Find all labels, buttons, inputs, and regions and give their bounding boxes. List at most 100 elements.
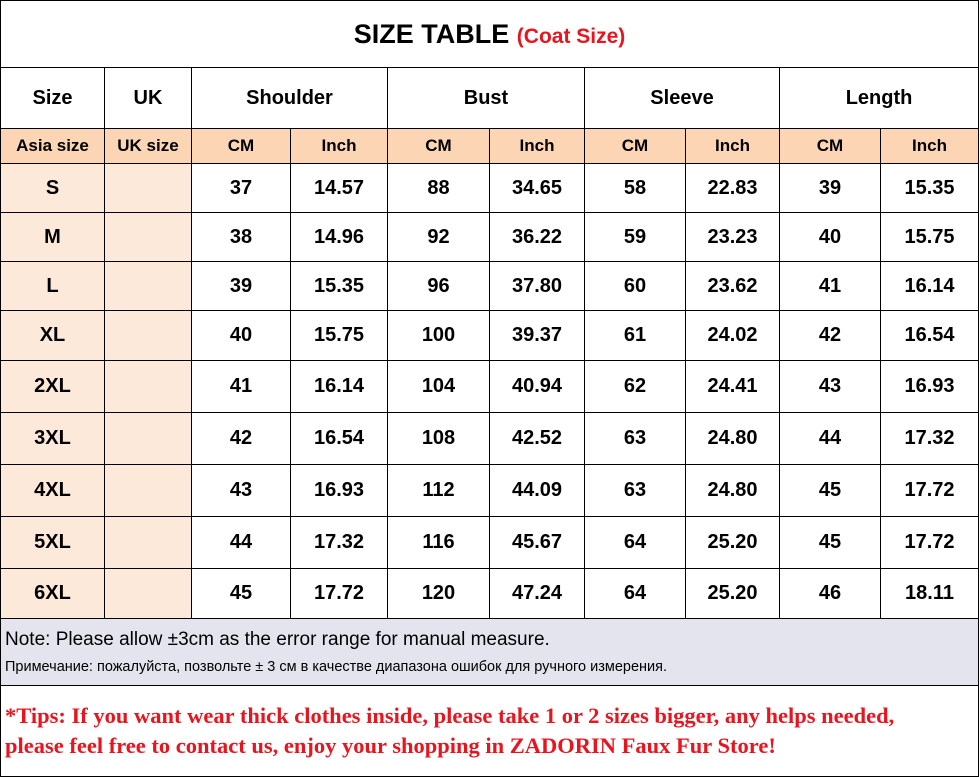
value-cell: 25.20 [685, 516, 780, 569]
value-cell: 24.41 [685, 360, 780, 413]
value-cell: 17.72 [290, 568, 388, 619]
value-cell: 45 [779, 516, 881, 569]
table-row: M 38 14.96 92 36.22 59 23.23 40 15.75 [0, 212, 980, 262]
note-cell: Note: Please allow ±3cm as the error ran… [0, 618, 980, 686]
value-cell: 14.57 [290, 163, 388, 213]
value-cell: 25.20 [685, 568, 780, 619]
value-cell: 16.93 [879, 360, 980, 413]
value-cell: 61 [584, 310, 686, 361]
size-cell: S [0, 163, 105, 213]
size-cell: 5XL [0, 516, 105, 569]
value-cell: 24.02 [685, 310, 780, 361]
subheader-cell: Inch [685, 128, 780, 164]
header-row: Size UK Shoulder Bust Sleeve Length [0, 67, 980, 129]
value-cell: 15.35 [879, 163, 980, 213]
value-cell: 45.67 [489, 516, 585, 569]
uk-size-cell [104, 212, 192, 262]
value-cell: 40.94 [489, 360, 585, 413]
header-shoulder: Shoulder [191, 67, 388, 129]
value-cell: 45 [191, 568, 291, 619]
value-cell: 104 [387, 360, 490, 413]
value-cell: 47.24 [489, 568, 585, 619]
header-uk: UK [104, 67, 192, 129]
header-bust: Bust [387, 67, 585, 129]
value-cell: 39 [779, 163, 881, 213]
title-main: SIZE TABLE [353, 18, 510, 49]
subheader-cell: Asia size [0, 128, 105, 164]
table-row: 2XL 41 16.14 104 40.94 62 24.41 43 16.93 [0, 360, 980, 413]
value-cell: 41 [779, 261, 881, 311]
table-title: SIZE TABLE (Coat Size) [0, 0, 980, 68]
value-cell: 46 [779, 568, 881, 619]
value-cell: 64 [584, 568, 686, 619]
value-cell: 92 [387, 212, 490, 262]
value-cell: 24.80 [685, 412, 780, 465]
value-cell: 96 [387, 261, 490, 311]
subheader-cell: Inch [489, 128, 585, 164]
value-cell: 39 [191, 261, 291, 311]
header-sleeve: Sleeve [584, 67, 780, 129]
subheader-cell: Inch [290, 128, 388, 164]
value-cell: 40 [779, 212, 881, 262]
subheader-cell: UK size [104, 128, 192, 164]
value-cell: 17.72 [879, 464, 980, 517]
value-cell: 120 [387, 568, 490, 619]
value-cell: 15.75 [879, 212, 980, 262]
size-cell: M [0, 212, 105, 262]
value-cell: 62 [584, 360, 686, 413]
value-cell: 112 [387, 464, 490, 517]
uk-size-cell [104, 163, 192, 213]
value-cell: 42.52 [489, 412, 585, 465]
value-cell: 58 [584, 163, 686, 213]
header-length: Length [778, 67, 980, 129]
value-cell: 39.37 [489, 310, 585, 361]
size-cell: 3XL [0, 412, 105, 465]
value-cell: 43 [779, 360, 881, 413]
value-cell: 88 [387, 163, 490, 213]
value-cell: 23.23 [685, 212, 780, 262]
size-cell: XL [0, 310, 105, 361]
value-cell: 16.54 [879, 310, 980, 361]
value-cell: 34.65 [489, 163, 585, 213]
value-cell: 63 [584, 412, 686, 465]
value-cell: 41 [191, 360, 291, 413]
value-cell: 37 [191, 163, 291, 213]
value-cell: 36.22 [489, 212, 585, 262]
value-cell: 16.54 [290, 412, 388, 465]
table-row: 4XL 43 16.93 112 44.09 63 24.80 45 17.72 [0, 464, 980, 517]
value-cell: 16.14 [290, 360, 388, 413]
uk-size-cell [104, 516, 192, 569]
subheader-cell: CM [779, 128, 881, 164]
value-cell: 42 [779, 310, 881, 361]
uk-size-cell [104, 464, 192, 517]
tips-cell: *Tips: If you want wear thick clothes in… [0, 685, 980, 777]
table-row: 3XL 42 16.54 108 42.52 63 24.80 44 17.32 [0, 412, 980, 465]
value-cell: 18.11 [879, 568, 980, 619]
value-cell: 24.80 [685, 464, 780, 517]
size-cell: L [0, 261, 105, 311]
value-cell: 59 [584, 212, 686, 262]
uk-size-cell [104, 568, 192, 619]
tips-line-1: *Tips: If you want wear thick clothes in… [5, 703, 895, 728]
value-cell: 43 [191, 464, 291, 517]
subheader-cell: Inch [879, 128, 980, 164]
value-cell: 15.35 [290, 261, 388, 311]
title-sub: (Coat Size) [516, 24, 626, 48]
size-cell: 4XL [0, 464, 105, 517]
table-row: XL 40 15.75 100 39.37 61 24.02 42 16.54 [0, 310, 980, 361]
value-cell: 16.14 [879, 261, 980, 311]
subheader-cell: CM [191, 128, 291, 164]
value-cell: 40 [191, 310, 291, 361]
value-cell: 63 [584, 464, 686, 517]
value-cell: 17.32 [290, 516, 388, 569]
table-row: 6XL 45 17.72 120 47.24 64 25.20 46 18.11 [0, 568, 980, 619]
value-cell: 100 [387, 310, 490, 361]
value-cell: 44 [779, 412, 881, 465]
value-cell: 22.83 [685, 163, 780, 213]
uk-size-cell [104, 261, 192, 311]
subheader-cell: CM [584, 128, 686, 164]
subheader-row: Asia size UK size CM Inch CM Inch CM Inch CM Inch [0, 128, 980, 164]
table-row: S 37 14.57 88 34.65 58 22.83 39 15.35 [0, 163, 980, 213]
